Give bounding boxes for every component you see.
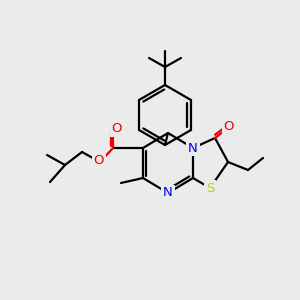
Text: O: O [224, 119, 234, 133]
Text: S: S [206, 182, 214, 194]
Text: N: N [163, 187, 173, 200]
Text: N: N [188, 142, 198, 154]
Text: O: O [94, 154, 104, 166]
Text: O: O [112, 122, 122, 136]
